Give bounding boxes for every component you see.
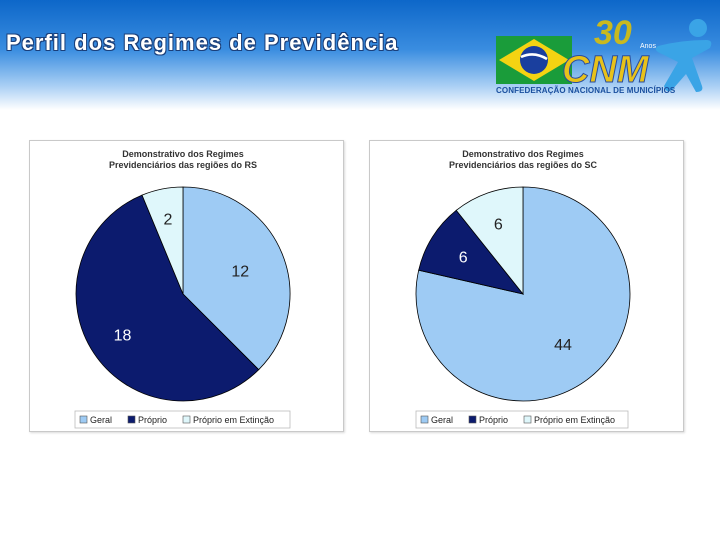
data-label-proprio-extincao: 2 — [164, 211, 173, 228]
org-name: CONFEDERAÇÃO NACIONAL DE MUNICÍPIOS — [496, 86, 676, 95]
cnm-logo: 30 Anos CNM — [496, 14, 712, 92]
data-label-geral: 12 — [231, 263, 249, 280]
legend-item-geral: Geral — [79, 415, 112, 425]
logo-acronym: CNM — [562, 49, 650, 91]
page-title: Perfil dos Regimes de Previdência — [6, 30, 399, 55]
pie-slice-geral — [182, 186, 291, 371]
chart-title-sc: Demonstrativo dos Regimes Previdenciários… — [449, 149, 598, 170]
chart-panel-rs: Demonstrativo dos Regimes Previdenciários… — [29, 140, 344, 432]
anniversary-word: Anos — [640, 43, 656, 50]
svg-text:Próprio: Próprio — [479, 415, 508, 425]
anniversary-number: 30 — [594, 14, 632, 52]
pie-slice-proprio — [418, 209, 525, 295]
data-label-proprio: 6 — [459, 249, 468, 266]
svg-text:Próprio em Extinção: Próprio em Extinção — [193, 415, 274, 425]
legend-item-proprio-extincao: Próprio em Extinção — [182, 415, 274, 425]
pie-slice-proprio — [75, 194, 260, 402]
pie-slice-geral — [415, 186, 631, 402]
pie-chart-sc: Demonstrativo dos Regimes Previdenciários… — [415, 149, 631, 429]
pie-slice-proprio-extincao — [455, 186, 524, 296]
svg-text:Geral: Geral — [431, 415, 453, 425]
pie-chart-rs: Demonstrativo dos Regimes Previdenciários… — [74, 149, 291, 429]
svg-text:Próprio: Próprio — [138, 415, 167, 425]
svg-text:Geral: Geral — [90, 415, 112, 425]
legend-item-proprio: Próprio — [468, 415, 508, 425]
chart-legend-sc: Geral Próprio Próprio em Extinção — [415, 410, 629, 429]
brazil-flag-icon — [496, 36, 572, 84]
svg-text:Próprio em Extinção: Próprio em Extinção — [534, 415, 615, 425]
data-label-geral: 44 — [554, 337, 572, 354]
legend-item-geral: Geral — [420, 415, 453, 425]
person-figure-icon — [655, 19, 712, 92]
chart-panel-sc: Demonstrativo dos Regimes Previdenciários… — [369, 140, 684, 432]
legend-item-proprio-extincao: Próprio em Extinção — [523, 415, 615, 425]
data-label-proprio-extincao: 6 — [494, 216, 503, 233]
legend-item-proprio: Próprio — [127, 415, 167, 425]
pie-slice-proprio-extincao — [141, 186, 184, 295]
chart-title-rs: Demonstrativo dos Regimes Previdenciários… — [109, 149, 257, 170]
header-banner: Perfil dos Regimes de Previdência 30 Ano… — [0, 0, 720, 110]
data-label-proprio: 18 — [114, 327, 132, 344]
chart-legend-rs: Geral Próprio Próprio em Extinção — [74, 410, 291, 429]
